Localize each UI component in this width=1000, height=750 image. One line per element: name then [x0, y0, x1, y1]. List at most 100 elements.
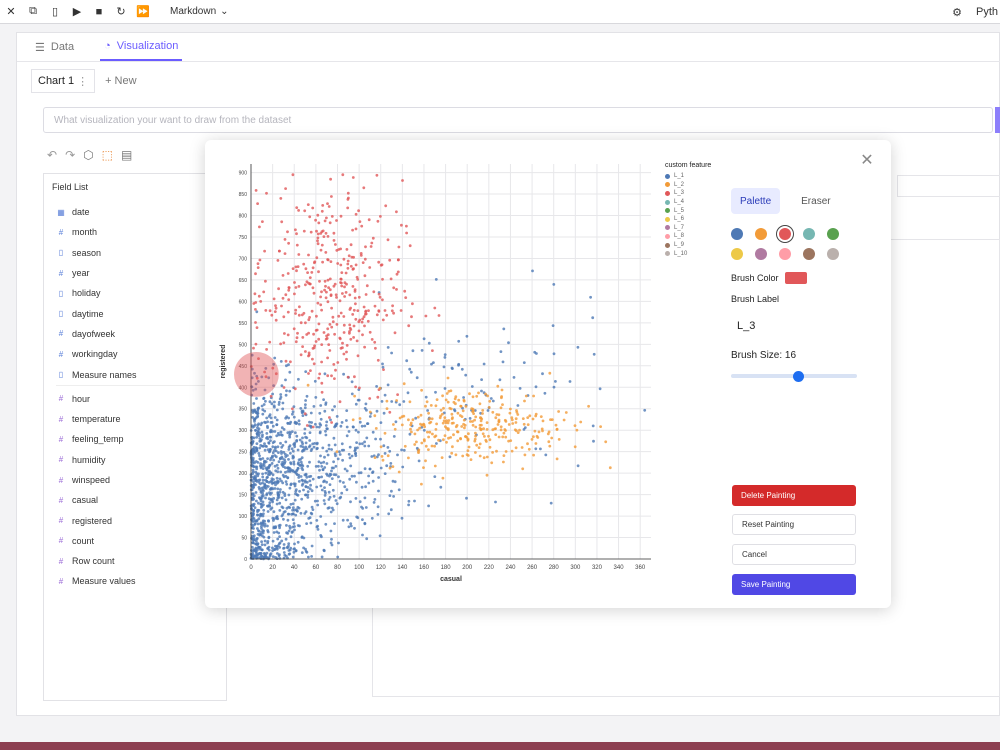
- field-item-month[interactable]: # month: [56, 222, 220, 242]
- bug-icon[interactable]: ⚙: [952, 6, 962, 19]
- data-point: [532, 435, 535, 439]
- scatter-plot[interactable]: 0 20 40 60 80 100 120 140 160 180 200 220 240 260 280 3…: [211, 154, 661, 594]
- cell-type-select[interactable]: Markdown ⌄: [170, 6, 229, 17]
- field-item-measure-values[interactable]: # Measure values: [56, 571, 220, 591]
- field-item-temperature[interactable]: # temperature: [56, 409, 220, 429]
- data-point: [275, 547, 279, 551]
- field-item-casual[interactable]: # casual: [56, 490, 220, 510]
- undo-icon[interactable]: ↶: [47, 148, 58, 162]
- fast-forward-icon[interactable]: ⏩: [136, 6, 150, 18]
- run-icon[interactable]: ▶: [72, 6, 82, 18]
- data-point: [253, 292, 257, 296]
- close-icon[interactable]: ✕: [6, 6, 16, 18]
- data-point: [437, 314, 441, 317]
- cancel-button[interactable]: Cancel: [732, 544, 856, 565]
- restart-icon[interactable]: ↻: [116, 6, 126, 18]
- eraser-tab[interactable]: Eraser: [801, 195, 831, 207]
- redo-icon[interactable]: ↷: [65, 148, 76, 162]
- brush-icon[interactable]: ⬚: [101, 148, 113, 162]
- field-item-year[interactable]: # year: [56, 263, 220, 283]
- data-point: [283, 494, 287, 497]
- field-item-registered[interactable]: # registered: [56, 510, 220, 530]
- field-item-winspeed[interactable]: # winspeed: [56, 470, 220, 490]
- color-swatch[interactable]: [755, 248, 767, 260]
- color-swatch[interactable]: [779, 248, 791, 260]
- data-point: [344, 291, 348, 294]
- field-item-holiday[interactable]: ▯ holiday: [56, 283, 220, 303]
- color-swatch[interactable]: [755, 228, 767, 240]
- data-point: [287, 288, 291, 292]
- cube-icon[interactable]: ⬡: [83, 148, 94, 162]
- color-swatch[interactable]: [827, 228, 839, 240]
- field-item-date[interactable]: ▦ date: [56, 202, 220, 222]
- data-point: [353, 290, 357, 293]
- data-point: [277, 451, 280, 454]
- y-tick-label: 200: [239, 471, 248, 477]
- data-point: [261, 220, 264, 223]
- data-point: [320, 465, 324, 468]
- data-point: [319, 232, 323, 235]
- close-icon[interactable]: ✕: [860, 152, 874, 169]
- layers-icon[interactable]: ▤: [120, 148, 133, 162]
- stop-icon[interactable]: ■: [95, 5, 103, 18]
- data-point: [361, 317, 365, 321]
- data-point: [348, 456, 352, 460]
- hash-icon: #: [58, 475, 64, 485]
- color-swatch[interactable]: [731, 248, 743, 260]
- field-item-dayofweek[interactable]: # dayofweek: [56, 324, 220, 344]
- data-point: [253, 477, 257, 481]
- data-point: [263, 249, 266, 253]
- new-chart-button[interactable]: + New: [105, 75, 137, 87]
- data-point: [573, 445, 577, 449]
- data-point: [257, 452, 261, 455]
- paste-icon[interactable]: ▯: [51, 6, 59, 18]
- field-item-hour[interactable]: # hour: [56, 389, 220, 409]
- copy-icon[interactable]: ⧉: [29, 5, 37, 17]
- data-point: [348, 445, 352, 449]
- ask-submit-button[interactable]: [995, 107, 1000, 133]
- data-point: [289, 483, 293, 487]
- chart-tab-menu-icon[interactable]: ⋮: [77, 75, 89, 88]
- reset-painting-button[interactable]: Reset Painting: [732, 514, 856, 535]
- kernel-label[interactable]: Pyth: [975, 6, 998, 18]
- field-item-row-count[interactable]: # Row count: [56, 551, 220, 571]
- brush-label-value[interactable]: L_3: [737, 320, 756, 332]
- data-point: [451, 367, 454, 370]
- data-point: [277, 531, 281, 535]
- color-swatch[interactable]: [731, 228, 743, 240]
- data-point: [410, 430, 413, 434]
- data-point: [333, 522, 336, 525]
- field-item-measure-names[interactable]: ▯ Measure names: [56, 364, 220, 384]
- field-item-feeling-temp[interactable]: # feeling_temp: [56, 429, 220, 449]
- y-tick-label: 700: [239, 256, 248, 262]
- tab-data[interactable]: ☰ Data: [31, 33, 78, 61]
- color-swatch[interactable]: [803, 248, 815, 260]
- slider-thumb[interactable]: [793, 371, 805, 382]
- data-point: [315, 328, 319, 332]
- brush-size-slider[interactable]: [731, 371, 857, 382]
- data-point: [324, 296, 328, 300]
- color-swatch[interactable]: [779, 228, 791, 240]
- field-item-count[interactable]: # count: [56, 531, 220, 551]
- data-point: [297, 476, 301, 479]
- data-point: [435, 422, 438, 426]
- data-point: [351, 285, 355, 288]
- field-item-daytime[interactable]: ▯ daytime: [56, 303, 220, 323]
- data-point: [320, 555, 324, 559]
- ask-input[interactable]: What visualization your want to draw fro…: [43, 107, 993, 133]
- data-point: [276, 259, 280, 262]
- save-painting-button[interactable]: Save Painting: [732, 574, 856, 595]
- color-swatch[interactable]: [803, 228, 815, 240]
- delete-painting-button[interactable]: Delete Painting: [732, 485, 856, 506]
- field-item-season[interactable]: ▯ season: [56, 243, 220, 263]
- color-swatch[interactable]: [827, 248, 839, 260]
- field-item-humidity[interactable]: # humidity: [56, 450, 220, 470]
- data-point: [255, 449, 259, 453]
- palette-tab[interactable]: Palette: [731, 188, 781, 214]
- data-point: [275, 476, 279, 480]
- chart-tab-current[interactable]: Chart 1 ⋮: [31, 69, 96, 93]
- data-point: [379, 215, 382, 218]
- data-point: [515, 409, 518, 412]
- field-item-workingday[interactable]: # workingday: [56, 344, 220, 364]
- tab-visualization[interactable]: ◔ Visualization: [100, 33, 183, 61]
